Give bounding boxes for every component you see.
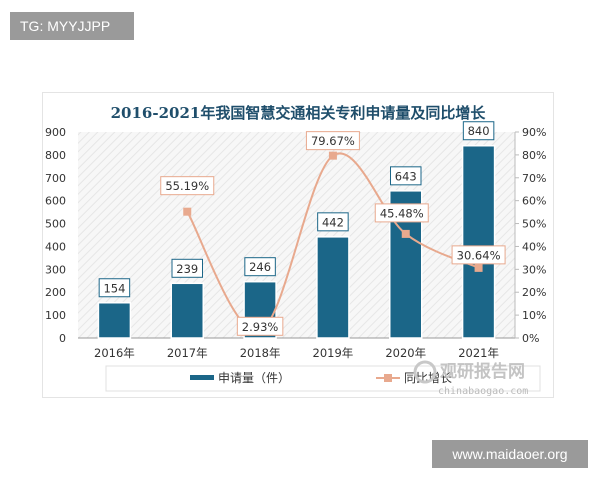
y-right-tick-label: 20%	[522, 286, 546, 299]
y-right-tick-label: 40%	[522, 240, 546, 253]
y-right-tick-label: 70%	[522, 172, 546, 185]
y-left-tick-label: 700	[45, 172, 66, 185]
y-right-tick-label: 10%	[522, 309, 546, 322]
legend-bar-swatch	[190, 375, 214, 380]
growth-marker	[474, 263, 483, 272]
growth-label: 45.48%	[380, 206, 424, 220]
growth-label: 55.19%	[165, 179, 209, 193]
growth-marker	[401, 229, 410, 238]
y-left-tick-label: 100	[45, 309, 66, 322]
y-right-tick-label: 50%	[522, 218, 546, 231]
growth-marker	[328, 151, 337, 160]
watermark-bottom: www.maidaoer.org	[432, 440, 588, 468]
bar	[170, 282, 204, 339]
bar-label-box	[171, 258, 203, 278]
legend	[105, 365, 541, 392]
growth-label-box	[160, 176, 215, 196]
y-right-tick-label: 90%	[522, 126, 546, 139]
y-left-tick-label: 400	[45, 240, 66, 253]
y-left-tick-label: 900	[45, 126, 66, 139]
plot-area	[78, 132, 515, 338]
logo-url: chinabaogao.com	[438, 386, 528, 397]
x-tick-label: 2017年	[167, 346, 208, 360]
x-tick-label: 2019年	[313, 346, 354, 360]
legend-bar-label: 申请量（件）	[218, 371, 290, 385]
legend-line-marker	[384, 374, 392, 382]
chart-frame	[42, 92, 554, 398]
bar	[461, 144, 496, 339]
x-tick-label: 2020年	[385, 346, 426, 360]
watermark-top: TG: MYYJJPP	[10, 12, 134, 40]
growth-line	[186, 152, 480, 333]
y-left-tick-label: 200	[45, 286, 66, 299]
growth-label: 2.93%	[242, 320, 279, 334]
logo-name: 观研报告网	[439, 361, 525, 382]
bar-label-box	[390, 166, 422, 186]
bar-label-box	[244, 257, 276, 277]
growth-label-box	[236, 316, 284, 336]
bar-label-box	[98, 278, 131, 298]
chart-title: 2016-2021年我国智慧交通相关专利申请量及同比增长	[111, 104, 487, 122]
y-left-tick-label: 800	[45, 149, 66, 162]
growth-label-box	[374, 203, 429, 223]
logo-icon	[413, 360, 437, 384]
bar-label: 246	[249, 260, 271, 274]
y-left-tick-label: 500	[45, 218, 66, 231]
bar-label: 154	[103, 281, 125, 295]
y-right-tick-label: 0%	[522, 332, 539, 345]
y-left-tick-label: 0	[59, 332, 66, 345]
bar-label: 840	[468, 124, 490, 138]
x-tick-label: 2016年	[94, 346, 135, 360]
growth-label-box	[451, 245, 506, 265]
bar-label: 442	[322, 215, 344, 229]
y-right-tick-label: 30%	[522, 263, 546, 276]
bar-label-box	[462, 121, 495, 141]
growth-label-box	[305, 131, 360, 151]
bar-label: 643	[395, 169, 417, 183]
x-tick-label: 2021年	[458, 346, 499, 360]
bar-label-box	[317, 212, 349, 232]
y-right-tick-label: 60%	[522, 195, 546, 208]
growth-label: 79.67%	[311, 134, 355, 148]
growth-marker	[183, 207, 192, 216]
bar-label: 239	[176, 262, 198, 276]
bar	[97, 302, 132, 339]
y-left-tick-label: 300	[45, 263, 66, 276]
bar	[316, 236, 350, 339]
y-left-tick-label: 600	[45, 195, 66, 208]
x-tick-label: 2018年	[240, 346, 281, 360]
growth-label: 30.64%	[457, 248, 501, 262]
y-right-tick-label: 80%	[522, 149, 546, 162]
